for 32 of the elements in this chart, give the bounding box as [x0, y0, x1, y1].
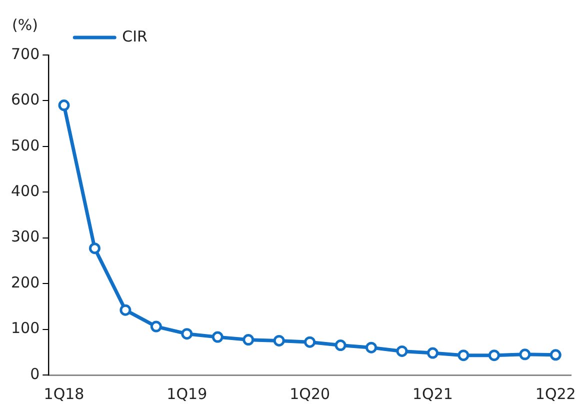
- point: [366, 342, 378, 354]
- point: [488, 350, 500, 362]
- point: [519, 348, 531, 360]
- point: [242, 334, 254, 346]
- point: [334, 340, 346, 352]
- point: [396, 345, 408, 357]
- y-tick-label: 100: [10, 319, 40, 338]
- x-tick-label: 1Q19: [166, 384, 208, 403]
- legend-label: CIR: [122, 27, 148, 46]
- y-tick-label: 700: [10, 44, 40, 63]
- y-tick-label: 600: [10, 90, 40, 109]
- point: [426, 347, 438, 359]
- point: [58, 100, 70, 112]
- point: [181, 328, 193, 340]
- point: [120, 304, 132, 316]
- y-axis-title: (%): [12, 16, 38, 34]
- y-tick-label: 200: [10, 273, 40, 292]
- x-tick-label: 1Q22: [535, 384, 576, 403]
- point: [458, 350, 470, 362]
- point: [212, 331, 224, 343]
- x-tick-label: 1Q21: [412, 384, 453, 403]
- y-tick-label: 500: [10, 136, 40, 154]
- y-tick-label: 400: [10, 182, 40, 200]
- point: [150, 320, 162, 332]
- y-tick-label: 0: [30, 364, 40, 383]
- point: [550, 349, 562, 361]
- y-tick-label: 300: [10, 228, 40, 246]
- point: [273, 334, 285, 346]
- point: [88, 242, 100, 254]
- x-tick-label: 1Q18: [44, 384, 84, 403]
- x-tick-label: 1Q20: [290, 384, 330, 403]
- point: [304, 336, 316, 348]
